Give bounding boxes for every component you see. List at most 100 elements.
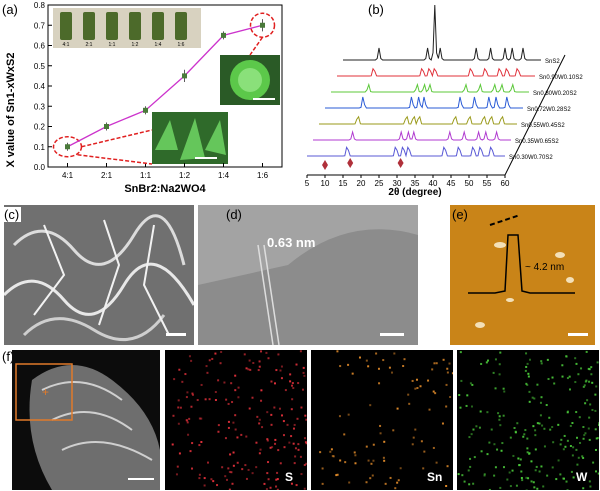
eds-pixel — [470, 405, 473, 408]
eds-pixel — [459, 406, 462, 409]
eds-pixel — [509, 436, 512, 439]
eds-pixel — [228, 470, 231, 473]
eds-pixel — [496, 448, 499, 451]
eds-pixel — [255, 466, 258, 469]
eds-pixel — [234, 389, 237, 392]
eds-pixel — [297, 443, 300, 446]
y-tick-label: 0.6 — [34, 42, 46, 51]
eds-pixel — [330, 448, 333, 451]
eds-pixel — [480, 362, 483, 365]
eds-pixel — [412, 436, 415, 439]
eds-pixel — [485, 361, 488, 364]
eds-pixel — [475, 425, 478, 428]
eds-pixel — [543, 445, 546, 448]
eds-pixel — [265, 351, 268, 354]
eds-pixel — [288, 441, 291, 444]
eds-pixel — [526, 362, 529, 365]
eds-pixel — [578, 416, 581, 419]
eds-pixel — [365, 481, 368, 484]
eds-pixel — [338, 415, 341, 418]
eds-pixel — [276, 478, 279, 481]
eds-pixel — [498, 363, 501, 366]
b-x-tick-label: 25 — [375, 179, 384, 188]
eds-pixel — [497, 412, 500, 415]
eds-pixel — [535, 465, 538, 468]
eds-pixel — [432, 446, 435, 449]
x-tick-label: 2:1 — [101, 171, 113, 180]
eds-map-sn-label: Sn — [427, 470, 443, 484]
eds-pixel — [560, 438, 563, 441]
eds-pixel — [514, 431, 517, 434]
eds-pixel — [527, 477, 530, 480]
eds-pixel — [227, 426, 230, 429]
eds-pixel — [519, 458, 522, 461]
eds-pixel — [248, 407, 251, 410]
eds-pixel — [502, 414, 505, 417]
eds-pixel — [536, 487, 539, 490]
eds-pixel — [582, 456, 585, 459]
eds-pixel — [534, 448, 537, 451]
eds-pixel — [181, 380, 184, 383]
eds-pixel — [588, 480, 591, 483]
eds-pixel — [527, 375, 530, 378]
eds-pixel — [589, 485, 592, 488]
eds-pixel — [279, 369, 282, 372]
eds-pixel — [448, 362, 451, 365]
eds-pixel — [561, 364, 564, 367]
eds-pixel — [266, 411, 269, 414]
eds-pixel — [572, 476, 575, 479]
vial-label: 1:4 — [155, 42, 162, 48]
eds-pixel — [565, 480, 568, 483]
eds-pixel — [536, 383, 539, 386]
eds-pixel — [501, 442, 504, 445]
eds-pixel — [526, 451, 529, 454]
eds-pixel — [292, 427, 295, 430]
eds-pixel — [473, 456, 476, 459]
eds-pixel — [414, 428, 417, 431]
b-x-tick-label: 60 — [501, 179, 510, 188]
eds-pixel — [358, 356, 361, 359]
eds-pixel — [280, 377, 283, 380]
eds-pixel — [468, 436, 471, 439]
eds-pixel — [469, 465, 472, 468]
sem-inset-flakes — [152, 112, 228, 164]
eds-pixel — [565, 355, 568, 358]
eds-pixel — [217, 430, 220, 433]
eds-pixel — [446, 371, 449, 374]
eds-pixel — [525, 382, 528, 385]
eds-pixel — [542, 485, 545, 488]
b-x-tick-label: 55 — [483, 179, 492, 188]
eds-pixel — [300, 473, 303, 476]
eds-pixel — [594, 393, 597, 396]
eds-pixel — [589, 403, 592, 406]
eds-pixel — [187, 433, 190, 436]
eds-pixel — [583, 384, 586, 387]
eds-pixel — [227, 402, 230, 405]
eds-pixel — [486, 411, 489, 414]
eds-pixel — [274, 438, 277, 441]
panel-e-afm-image — [450, 205, 595, 345]
eds-pixel — [230, 471, 233, 474]
vial-label: 1:2 — [132, 42, 139, 48]
eds-pixel — [530, 460, 533, 463]
eds-pixel — [241, 468, 244, 471]
callout-line — [81, 129, 153, 148]
eds-pixel — [303, 487, 306, 490]
eds-pixel — [299, 455, 302, 458]
eds-pixel — [488, 441, 491, 444]
eds-pixel — [564, 445, 567, 448]
eds-pixel — [463, 480, 466, 483]
eds-pixel — [526, 437, 529, 440]
vial-label: 1:6 — [178, 42, 185, 48]
eds-pixel — [502, 466, 505, 469]
eds-pixel — [231, 482, 234, 485]
eds-pixel — [493, 443, 496, 446]
x-tick-label: 1:2 — [179, 171, 191, 180]
eds-pixel — [377, 367, 380, 370]
eds-pixel — [518, 464, 521, 467]
eds-pixel — [282, 420, 285, 423]
xrd-series-label: Sn0.35W0.65S2 — [515, 139, 559, 145]
eds-pixel — [257, 369, 260, 372]
eds-pixel — [336, 350, 339, 353]
eds-pixel — [301, 388, 304, 391]
